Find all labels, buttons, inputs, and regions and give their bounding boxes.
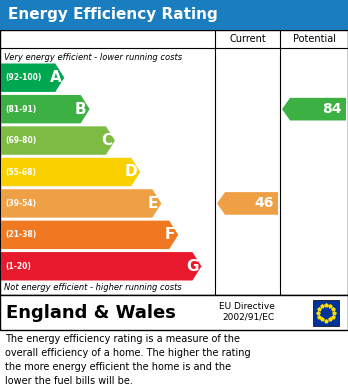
Text: F: F xyxy=(165,227,175,242)
Text: E: E xyxy=(148,196,158,211)
Bar xyxy=(0,295,348,330)
Polygon shape xyxy=(1,63,64,92)
Polygon shape xyxy=(1,189,161,218)
Text: Potential: Potential xyxy=(293,34,335,44)
Text: 46: 46 xyxy=(255,196,274,210)
Bar xyxy=(313,300,339,325)
Text: B: B xyxy=(75,102,87,117)
Text: (21-38): (21-38) xyxy=(5,230,36,239)
Text: G: G xyxy=(186,259,198,274)
Text: C: C xyxy=(101,133,112,148)
Text: England & Wales: England & Wales xyxy=(6,303,176,321)
Text: Very energy efficient - lower running costs: Very energy efficient - lower running co… xyxy=(4,52,182,61)
Polygon shape xyxy=(1,221,178,249)
Text: (81-91): (81-91) xyxy=(5,105,36,114)
Text: EU Directive
2002/91/EC: EU Directive 2002/91/EC xyxy=(219,302,275,321)
Text: (92-100): (92-100) xyxy=(5,73,41,82)
Bar xyxy=(0,0,348,30)
Polygon shape xyxy=(1,252,201,280)
Polygon shape xyxy=(1,158,140,186)
Bar xyxy=(0,30,348,295)
Text: 84: 84 xyxy=(323,102,342,116)
Text: (1-20): (1-20) xyxy=(5,262,31,271)
Text: Not energy efficient - higher running costs: Not energy efficient - higher running co… xyxy=(4,283,182,292)
Text: Current: Current xyxy=(229,34,266,44)
Polygon shape xyxy=(1,95,90,123)
Polygon shape xyxy=(282,98,346,120)
Text: The energy efficiency rating is a measure of the
overall efficiency of a home. T: The energy efficiency rating is a measur… xyxy=(5,334,251,386)
Polygon shape xyxy=(217,192,278,215)
Text: D: D xyxy=(125,165,137,179)
Text: (69-80): (69-80) xyxy=(5,136,36,145)
Text: A: A xyxy=(49,70,61,85)
Polygon shape xyxy=(1,126,115,155)
Text: (39-54): (39-54) xyxy=(5,199,36,208)
Text: Energy Efficiency Rating: Energy Efficiency Rating xyxy=(8,7,218,23)
Text: (55-68): (55-68) xyxy=(5,167,36,176)
